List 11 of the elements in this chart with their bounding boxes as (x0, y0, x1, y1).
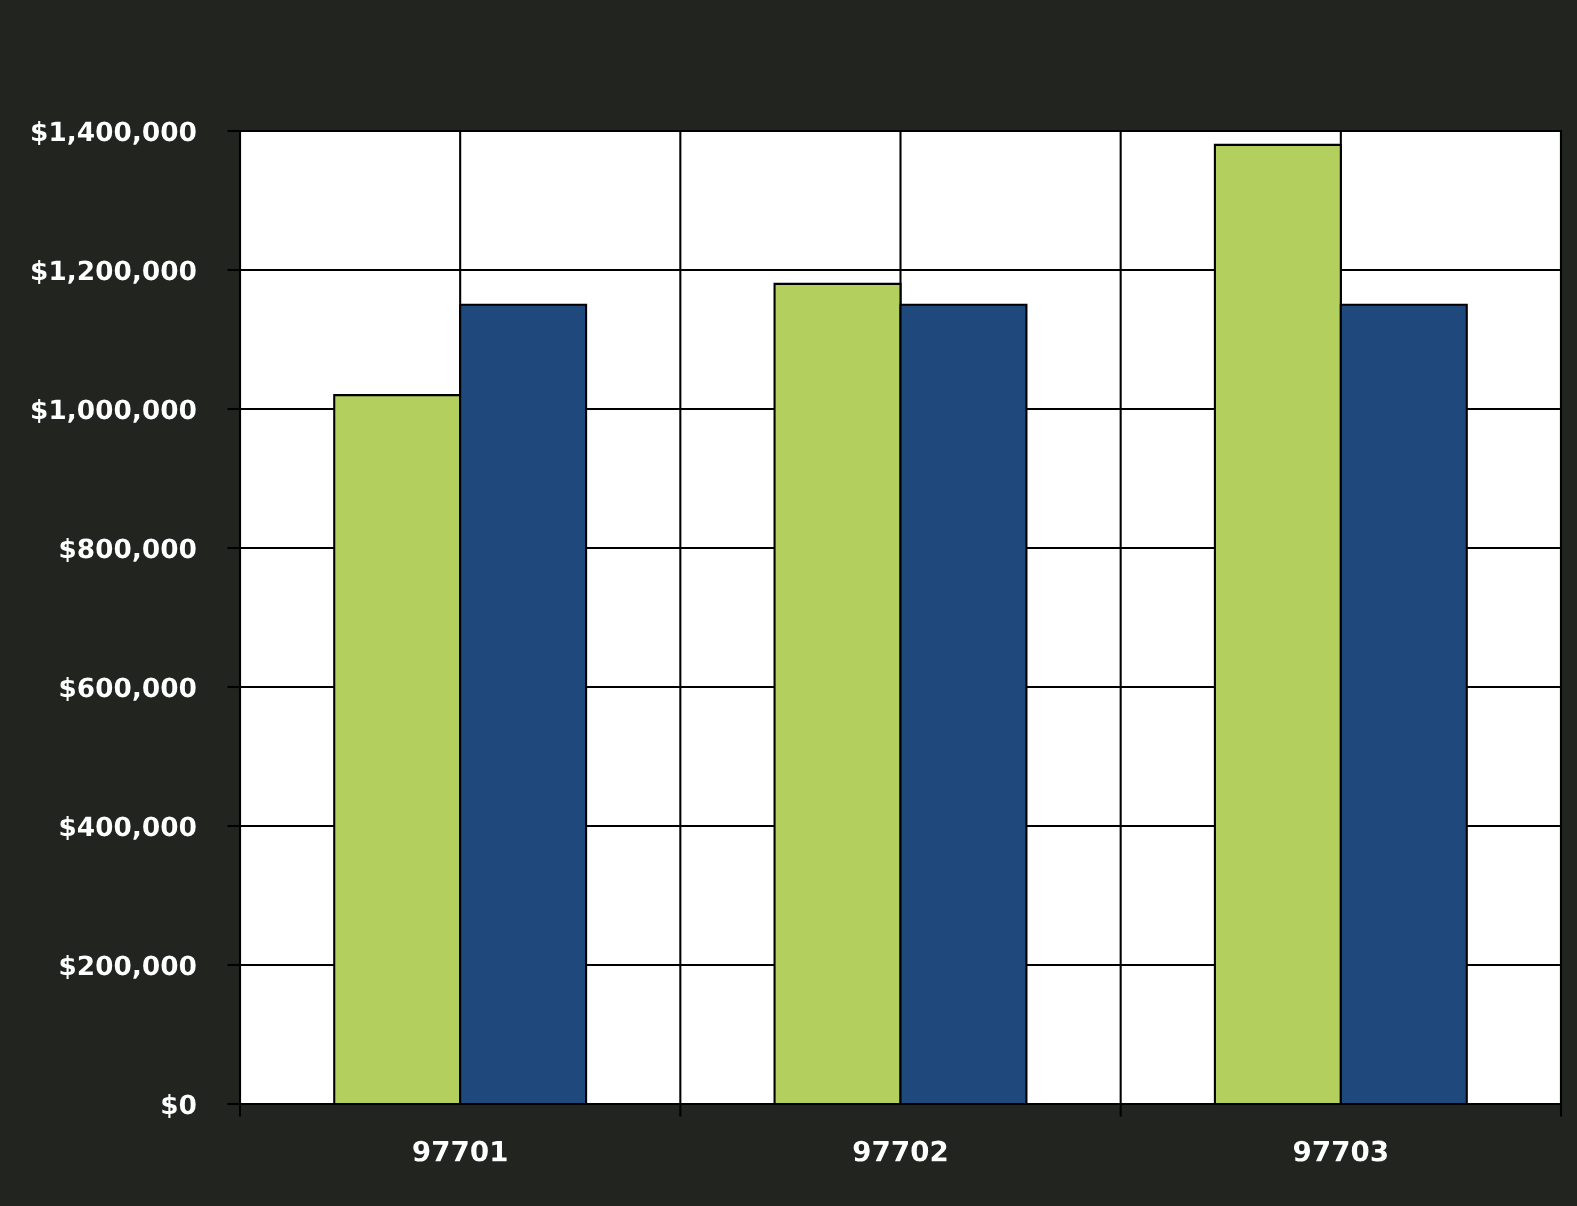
y-tick-label: $400,000 (60, 815, 196, 840)
x-tick-label: 97701 (413, 1140, 507, 1162)
y-tick-label: $1,200,000 (32, 259, 196, 284)
x-tick-label: 97702 (853, 1140, 947, 1162)
x-tick-label: 97703 (1293, 1140, 1387, 1162)
y-tick-label: $0 (162, 1093, 196, 1118)
y-tick-label: $200,000 (60, 954, 196, 979)
y-tick-label: $600,000 (60, 676, 196, 701)
y-tick-label: $1,000,000 (32, 398, 196, 423)
y-tick-label: $1,400,000 (32, 120, 196, 145)
y-tick-label: $800,000 (60, 537, 196, 562)
